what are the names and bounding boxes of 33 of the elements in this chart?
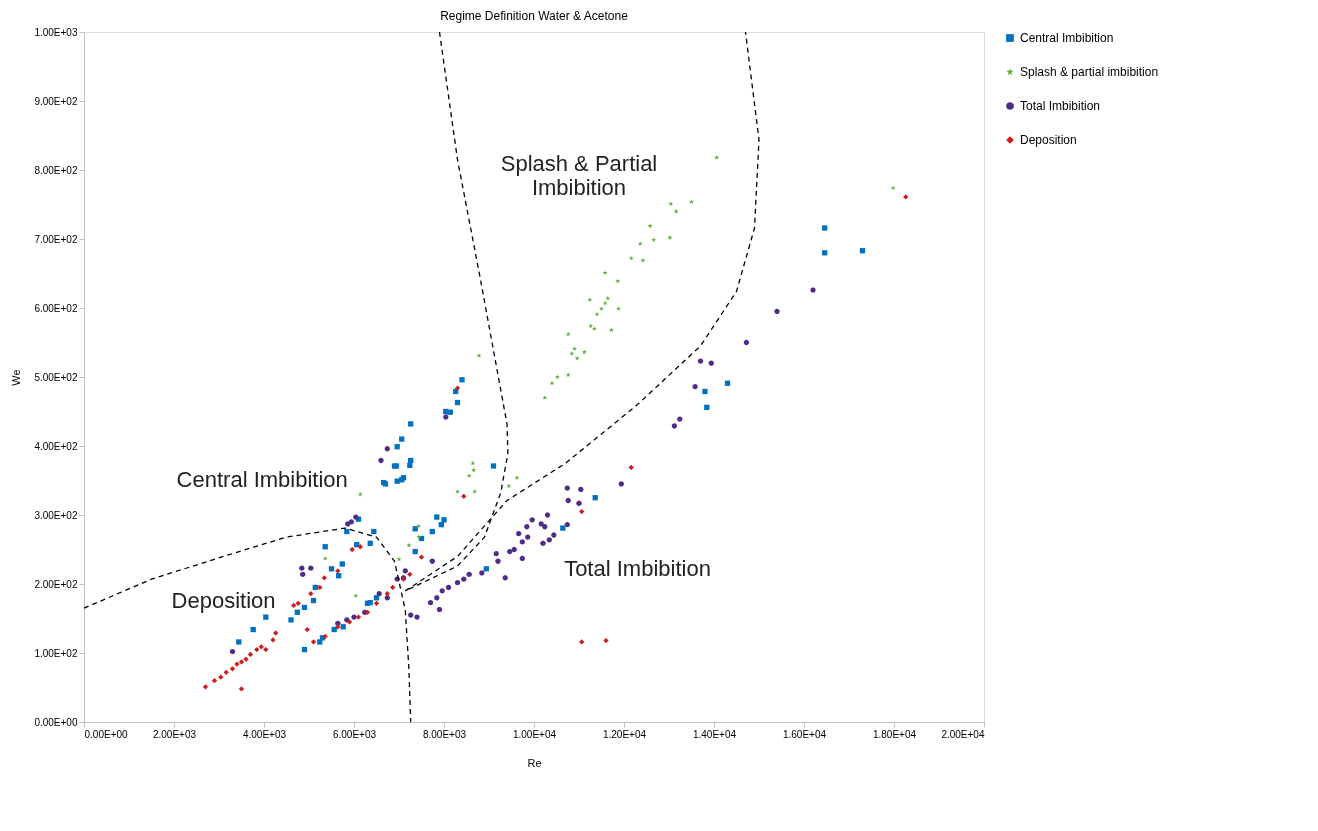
- annotation: Deposition: [171, 588, 276, 614]
- y-tick-label: 2.00E+02: [34, 578, 78, 590]
- y-tick-label: 0.00E+00: [34, 716, 78, 728]
- annotation: Central Imbibition: [176, 466, 348, 492]
- annotation: Total Imbibition: [564, 555, 711, 581]
- x-tick-label: 4.00E+03: [242, 728, 287, 740]
- x-tick-label: 1.40E+04: [692, 728, 737, 740]
- chart-title: Regime Definition Water & Acetone: [440, 9, 629, 23]
- x-tick-label: 2.00E+03: [152, 728, 197, 740]
- x-tick-label: 1.00E+04: [512, 728, 557, 740]
- x-tick-label: 1.80E+04: [872, 728, 917, 740]
- y-tick-label: 3.00E+02: [34, 509, 78, 521]
- y-tick-label: 5.00E+02: [34, 371, 78, 383]
- y-tick-label: 9.00E+02: [34, 95, 78, 107]
- y-tick-label: 7.00E+02: [34, 233, 78, 245]
- x-tick-label: 1.20E+04: [602, 728, 647, 740]
- y-axis-title: We: [10, 369, 23, 386]
- x-tick-label: 2.00E+04: [941, 728, 985, 740]
- y-tick-label: 4.00E+02: [34, 440, 78, 452]
- annotation: Splash & Partial Imbibition: [500, 151, 658, 201]
- y-tick-label: 1.00E+02: [34, 647, 78, 659]
- y-tick-label: 1.00E+03: [34, 26, 78, 38]
- x-tick-label: 8.00E+03: [422, 728, 467, 740]
- legend-label: Splash & partial imbibition: [1020, 65, 1159, 79]
- legend-label: Total Imbibition: [1020, 99, 1101, 113]
- y-tick-label: 6.00E+02: [34, 302, 78, 314]
- x-tick-label: 0.00E+00: [84, 728, 129, 740]
- x-tick-label: 6.00E+03: [332, 728, 377, 740]
- x-tick-label: 1.60E+04: [782, 728, 827, 740]
- y-tick-label: 8.00E+02: [34, 164, 78, 176]
- x-axis-title: Re: [527, 756, 542, 769]
- legend-label: Deposition: [1020, 133, 1077, 147]
- legend-label: Central Imbibition: [1020, 31, 1114, 45]
